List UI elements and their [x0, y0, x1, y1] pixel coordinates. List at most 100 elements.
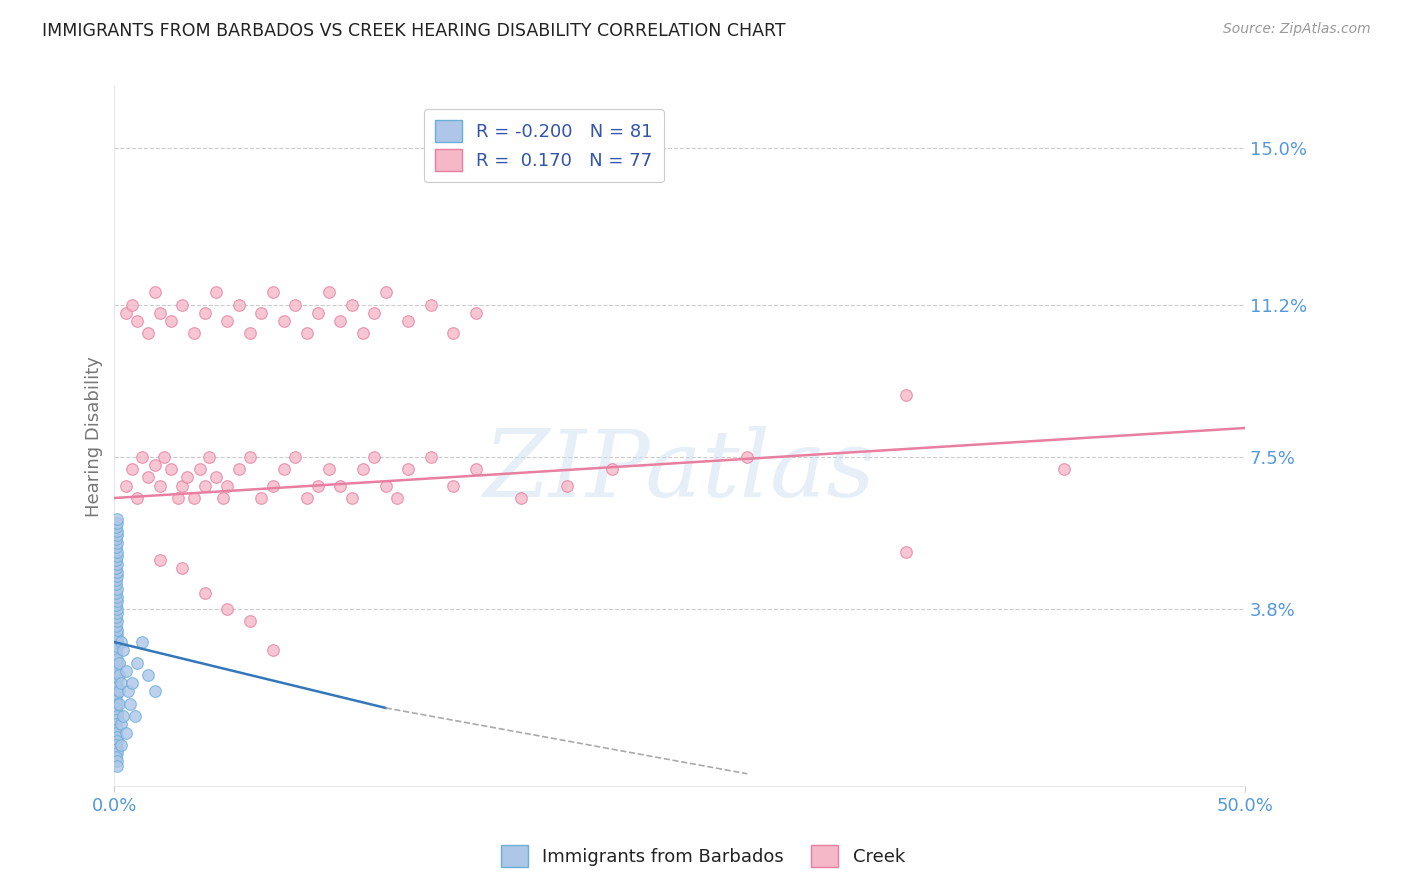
Point	[105, 648, 128, 662]
Point	[465, 462, 488, 476]
Point	[217, 478, 239, 492]
Legend: R = -0.200   N = 81, R =  0.170   N = 77: R = -0.200 N = 81, R = 0.170 N = 77	[425, 110, 664, 182]
Point	[329, 478, 352, 492]
Point	[166, 491, 188, 505]
Point	[105, 590, 128, 604]
Point	[149, 553, 172, 567]
Point	[125, 491, 148, 505]
Point	[105, 602, 128, 616]
Point	[172, 478, 194, 492]
Point	[105, 569, 128, 583]
Point	[105, 659, 128, 673]
Point	[136, 470, 159, 484]
Point	[105, 631, 128, 645]
Point	[105, 672, 128, 686]
Point	[273, 314, 295, 328]
Point	[117, 684, 139, 698]
Point	[105, 574, 128, 588]
Point	[105, 610, 128, 624]
Point	[295, 491, 318, 505]
Point	[363, 306, 385, 320]
Point	[105, 758, 128, 772]
Point	[143, 684, 166, 698]
Point	[105, 618, 128, 632]
Text: ZIPatlas: ZIPatlas	[484, 426, 876, 516]
Point	[419, 450, 441, 464]
Point	[105, 582, 128, 596]
Point	[105, 722, 128, 736]
Point	[105, 643, 128, 657]
Point	[105, 557, 128, 571]
Point	[183, 491, 205, 505]
Point	[105, 742, 128, 756]
Point	[250, 306, 273, 320]
Point	[262, 643, 284, 657]
Point	[105, 717, 128, 731]
Point	[228, 462, 250, 476]
Point	[443, 326, 465, 341]
Point	[125, 314, 148, 328]
Point	[110, 635, 132, 649]
Point	[172, 561, 194, 575]
Point	[105, 676, 128, 690]
Point	[105, 594, 128, 608]
Point	[114, 664, 136, 678]
Point	[555, 478, 578, 492]
Point	[217, 314, 239, 328]
Point	[105, 520, 128, 534]
Point	[105, 738, 128, 752]
Point	[262, 478, 284, 492]
Point	[105, 709, 128, 723]
Point	[374, 478, 396, 492]
Point	[105, 615, 128, 629]
Point	[443, 478, 465, 492]
Point	[273, 462, 295, 476]
Point	[105, 635, 128, 649]
Point	[105, 697, 128, 711]
Point	[212, 491, 235, 505]
Point	[121, 462, 143, 476]
Point	[114, 478, 136, 492]
Point	[198, 450, 221, 464]
Point	[363, 450, 385, 464]
Point	[105, 524, 128, 538]
Point	[131, 450, 153, 464]
Point	[352, 326, 374, 341]
Point	[105, 561, 128, 575]
Point	[105, 639, 128, 653]
Point	[105, 746, 128, 760]
Point	[105, 681, 128, 695]
Point	[112, 709, 135, 723]
Point	[105, 598, 128, 612]
Point	[194, 306, 217, 320]
Point	[205, 470, 228, 484]
Point	[160, 314, 183, 328]
Point	[352, 462, 374, 476]
Point	[239, 326, 262, 341]
Point	[510, 491, 533, 505]
Point	[105, 541, 128, 555]
Point	[136, 668, 159, 682]
Point	[307, 478, 329, 492]
Point	[131, 635, 153, 649]
Point	[284, 450, 307, 464]
Point	[205, 285, 228, 300]
Point	[105, 734, 128, 748]
Point	[105, 689, 128, 703]
Point	[105, 553, 128, 567]
Point	[385, 491, 408, 505]
Point	[340, 491, 363, 505]
Point	[105, 701, 128, 715]
Point	[149, 478, 172, 492]
Point	[105, 511, 128, 525]
Point	[194, 585, 217, 599]
Point	[465, 306, 488, 320]
Point	[120, 697, 142, 711]
Point	[105, 684, 128, 698]
Point	[396, 314, 419, 328]
Y-axis label: Hearing Disability: Hearing Disability	[86, 356, 103, 516]
Point	[121, 297, 143, 311]
Point	[737, 450, 759, 464]
Point	[894, 388, 917, 402]
Point	[105, 725, 128, 739]
